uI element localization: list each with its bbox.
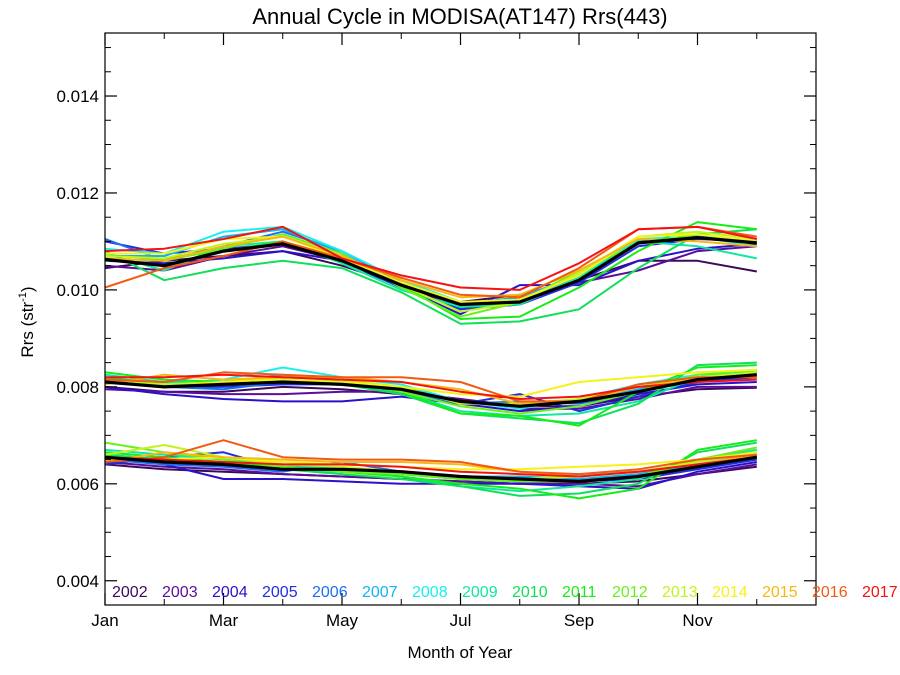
series-line-2014-band-3 <box>105 451 757 471</box>
series-line-2017-band-3 <box>104 456 757 478</box>
legend-entry-2016: 2016 <box>812 584 848 601</box>
legend: 2002 2003 2004 2005 2006 2007 2008 2009 2010 2011… <box>112 584 898 601</box>
series-line-2004-band-3 <box>104 456 757 490</box>
legend-entry-2012: 2012 <box>612 584 648 601</box>
y-axis-label-close: ) <box>18 286 37 292</box>
mean-line-band-1 <box>104 236 757 307</box>
legend-entry-2002: 2002 <box>112 584 148 601</box>
y-axis: 0.004 0.006 0.008 0.010 0.012 0.014 <box>56 47 816 606</box>
mean-line-band-3 <box>104 455 758 483</box>
y-tick-label: 0.014 <box>56 87 99 106</box>
y-tick-label: 0.010 <box>56 281 99 300</box>
legend-entry-2013: 2013 <box>662 584 698 601</box>
series-line-2004-band-1 <box>104 242 757 316</box>
y-tick-label: 0.012 <box>56 184 99 203</box>
mean-line-band-2 <box>104 373 757 408</box>
series-line-2015-band-1 <box>104 235 757 299</box>
legend-entry-2007: 2007 <box>362 584 398 601</box>
series-line-2016-band-3 <box>104 439 757 476</box>
x-tick-label: May <box>326 611 359 630</box>
series-line-2014-band-2 <box>104 368 757 398</box>
legend-entry-2010: 2010 <box>512 584 548 601</box>
x-tick-label: Jul <box>450 611 472 630</box>
y-axis-label-superscript: -1 <box>17 292 29 302</box>
legend-entry-2015: 2015 <box>762 584 798 601</box>
series-line-2004-band-2 <box>104 381 757 413</box>
legend-entry-2006: 2006 <box>312 584 348 601</box>
x-tick-label: Nov <box>682 611 713 630</box>
legend-entry-2014: 2014 <box>712 584 748 601</box>
legend-entry-2004: 2004 <box>212 584 248 601</box>
legend-entry-2008: 2008 <box>412 584 448 601</box>
x-tick-label: Sep <box>564 611 594 630</box>
legend-entry-2017: 2017 <box>862 584 898 601</box>
series-line-2017-band-2 <box>105 373 757 400</box>
series-line-2016-band-2 <box>104 371 757 403</box>
y-tick-label: 0.004 <box>56 572 99 591</box>
legend-entry-2011: 2011 <box>562 584 597 601</box>
legend-entry-2009: 2009 <box>462 584 498 601</box>
x-axis-label: Month of Year <box>408 643 513 662</box>
x-axis: Jan Mar May Jul Sep Nov <box>91 33 758 630</box>
y-tick-label: 0.008 <box>56 378 99 397</box>
legend-entry-2003: 2003 <box>162 584 198 601</box>
y-axis-label: Rrs (str-1) <box>17 286 37 357</box>
plot-area <box>104 32 817 606</box>
x-tick-label: Jan <box>91 611 118 630</box>
x-tick-label: Mar <box>209 611 239 630</box>
series-line-2017-band-1 <box>104 225 757 291</box>
legend-entry-2005: 2005 <box>262 584 298 601</box>
series-line-2010-band-1 <box>104 228 757 325</box>
mean-layer <box>104 236 758 483</box>
y-axis-label-main: Rrs (str <box>18 302 37 358</box>
chart-title: Annual Cycle in MODISA(AT147) Rrs(443) <box>252 4 667 29</box>
y-tick-label: 0.006 <box>56 475 99 494</box>
